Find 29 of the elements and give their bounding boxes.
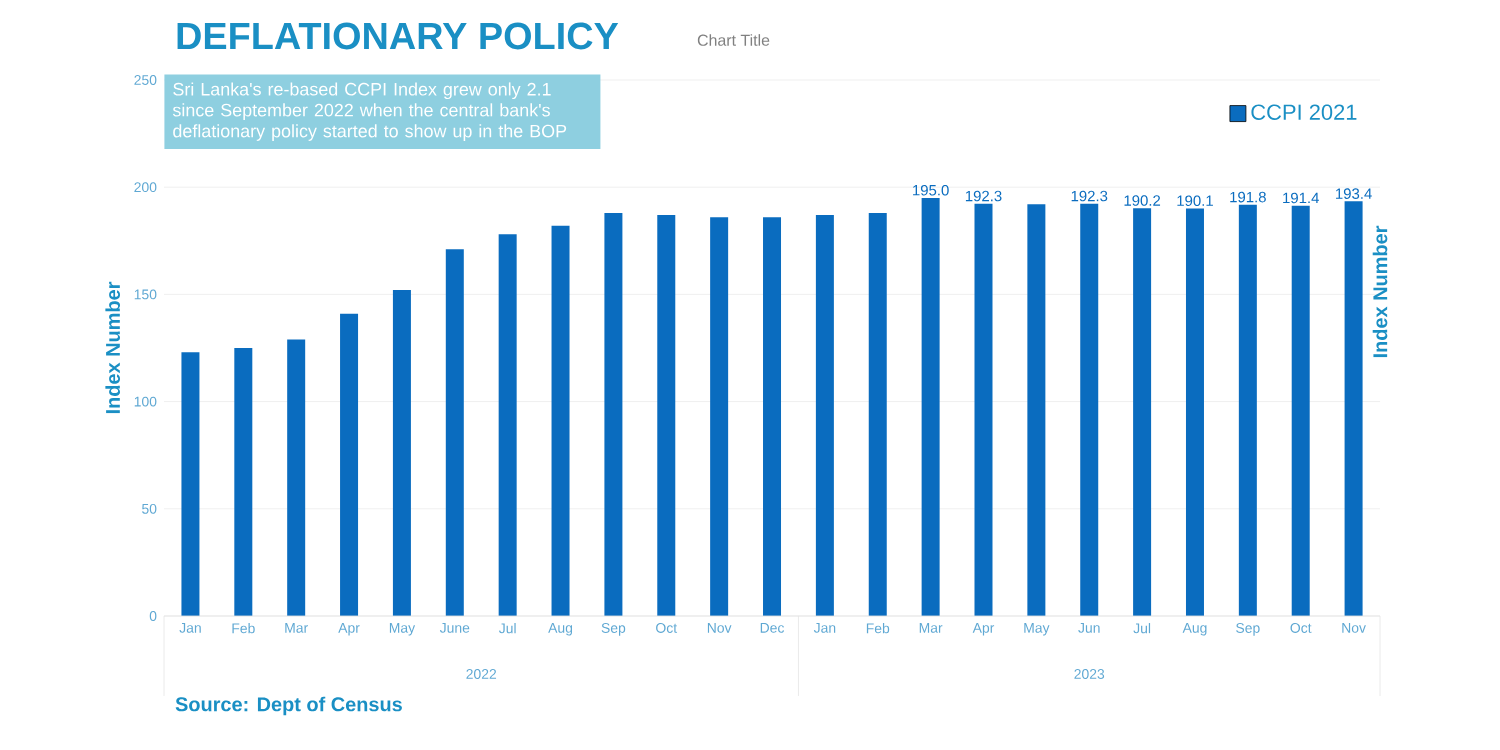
bar <box>1133 208 1152 616</box>
bar <box>1185 208 1204 616</box>
bar <box>1080 203 1099 616</box>
bar <box>1027 204 1046 616</box>
y-axis-title: Index Number <box>105 281 121 414</box>
bar <box>445 249 464 616</box>
bar <box>287 339 306 616</box>
legend-label: CCPI 2021 <box>1251 104 1357 120</box>
bar <box>604 212 623 616</box>
bar <box>657 215 676 616</box>
bar <box>498 234 517 616</box>
bar <box>1344 201 1363 616</box>
annotation: Sri Lanka's re-based CCPI Index grew only 2.1 since September 2022 when the central bank's deflationary policy started to show up in the BOP <box>172 82 567 141</box>
y2-axis-title: Index Number <box>1372 225 1388 358</box>
bar <box>763 217 782 616</box>
bar <box>1291 205 1310 616</box>
bar <box>868 212 887 616</box>
bar <box>340 313 359 616</box>
bar <box>181 352 200 616</box>
bar <box>921 197 940 616</box>
bar <box>710 217 729 616</box>
bar <box>551 225 570 616</box>
bar <box>1238 204 1257 616</box>
bar <box>392 290 411 616</box>
bar <box>974 203 993 616</box>
chart-title: DEFLATIONARY POLICY <box>177 22 619 50</box>
bar <box>815 215 834 616</box>
source-note: Source: Dept of Census <box>175 696 402 716</box>
bar <box>234 347 253 616</box>
